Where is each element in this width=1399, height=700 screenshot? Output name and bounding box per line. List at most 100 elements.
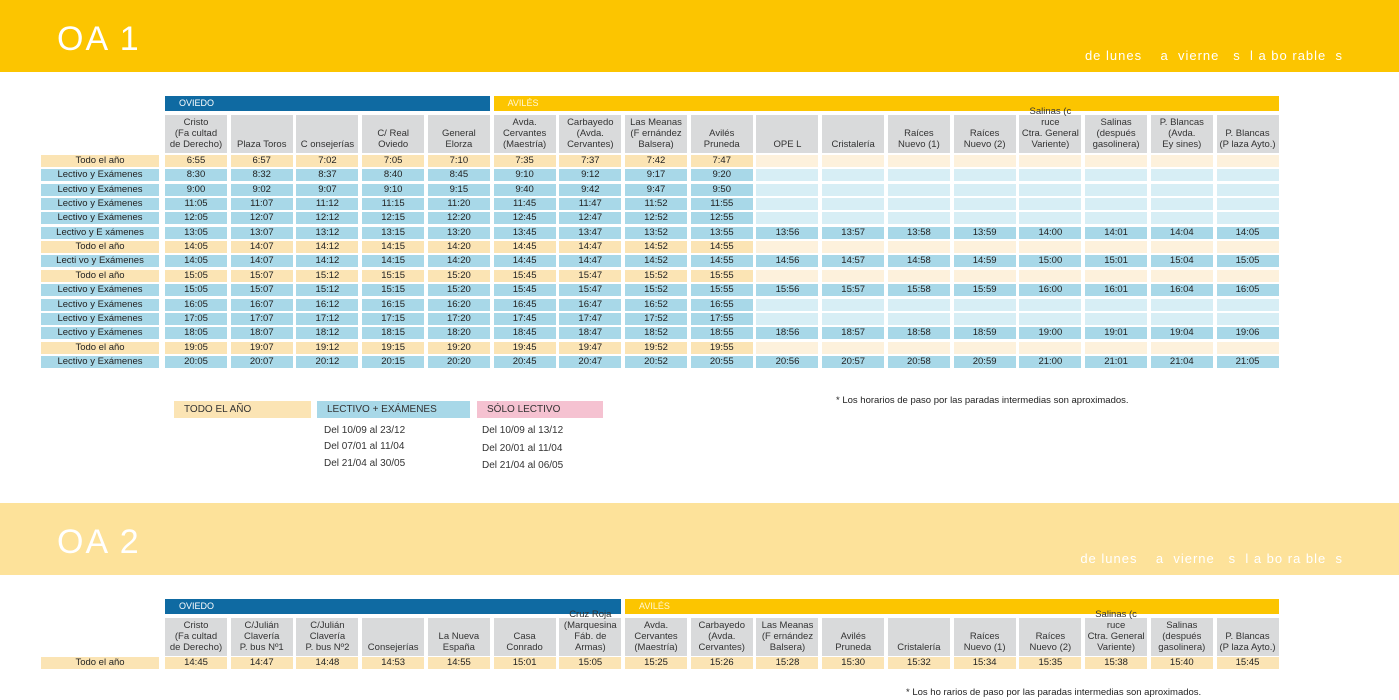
stop-header: Carbayedo (Avda. Cervantes) (690, 618, 753, 656)
lectivo-date-2: Del 07/01 al 11/04 (324, 441, 405, 452)
time-cell: 19:06 (1216, 327, 1279, 340)
time-cell: 14:04 (1150, 226, 1213, 239)
time-cell (1150, 298, 1213, 311)
time-cell: 21:00 (1019, 355, 1082, 368)
oa1-timetable: OVIEDO AVILÉS Cristo (Fa cultad de Derecho… (41, 96, 1279, 368)
time-cell (1150, 312, 1213, 325)
time-cell: 9:17 (625, 169, 688, 182)
time-cell: 12:20 (427, 212, 490, 225)
time-cell: 13:20 (427, 226, 490, 239)
time-cell: 11:07 (230, 198, 293, 211)
time-cell (1216, 198, 1279, 211)
time-cell: 13:47 (559, 226, 622, 239)
oa2-oviedo-header: OVIEDO (165, 599, 622, 614)
time-cell: 13:55 (690, 226, 753, 239)
time-cell: 16:04 (1150, 284, 1213, 297)
time-cell: 15:05 (165, 284, 227, 297)
time-cell (953, 341, 1016, 354)
time-cell (822, 155, 885, 167)
time-cell (1019, 169, 1082, 182)
time-cell: 20:47 (559, 355, 622, 368)
time-cell: 18:59 (953, 327, 1016, 340)
time-cell: 15:55 (690, 269, 753, 282)
time-cell: 15:05 (559, 657, 622, 669)
time-cell (887, 312, 950, 325)
time-cell: 14:48 (296, 657, 359, 669)
time-cell: 15:05 (165, 269, 227, 282)
time-cell: 20:15 (362, 355, 425, 368)
stop-header: Carbayedo (Avda. Cervantes) (559, 115, 622, 153)
time-cell: 16:07 (230, 298, 293, 311)
solo-date-3: Del 21/04 al 06/05 (482, 460, 564, 471)
time-cell: 14:12 (296, 241, 359, 254)
stop-header: C/Julián Clavería P. bus Nº2 (296, 618, 359, 656)
time-cell: 11:12 (296, 198, 359, 211)
time-cell: 16:12 (296, 298, 359, 311)
time-cell: 15:52 (625, 269, 688, 282)
time-cell (953, 269, 1016, 282)
time-cell: 18:12 (296, 327, 359, 340)
stop-header: General Elorza (427, 115, 490, 153)
time-cell (1019, 269, 1082, 282)
time-cell (1150, 269, 1213, 282)
stop-header: Raíces Nuevo (1) (953, 618, 1016, 656)
time-cell: 8:45 (427, 169, 490, 182)
time-cell: 14:20 (427, 255, 490, 268)
stop-header: C/Julián Clavería P. bus Nº1 (230, 618, 293, 656)
time-cell: 14:52 (625, 241, 688, 254)
time-cell: 15:47 (559, 284, 622, 297)
time-cell (887, 341, 950, 354)
time-cell: 15:15 (362, 284, 425, 297)
time-cell: 14:47 (559, 241, 622, 254)
time-cell: 20:45 (493, 355, 556, 368)
time-cell (1085, 241, 1148, 254)
time-cell (822, 241, 885, 254)
time-cell: 15:01 (1085, 255, 1148, 268)
stop-header: Las Meanas (F ernández Balsera) (756, 618, 819, 656)
time-cell: 12:45 (493, 212, 556, 225)
time-cell (822, 198, 885, 211)
oa1-band: OA 1 de lunes a vierne s l a bo rable s (0, 0, 1399, 72)
time-cell: 20:52 (625, 355, 688, 368)
time-cell: 6:55 (165, 155, 227, 167)
time-cell: 9:20 (690, 169, 753, 182)
time-cell: 11:45 (493, 198, 556, 211)
time-cell: 21:01 (1085, 355, 1148, 368)
time-cell: 6:57 (230, 155, 293, 167)
time-cell: 16:00 (1019, 284, 1082, 297)
row-label: Todo el año (41, 269, 159, 282)
time-cell: 21:05 (1216, 355, 1279, 368)
time-cell (1216, 183, 1279, 196)
time-cell: 14:01 (1085, 226, 1148, 239)
row-label: Lectivo y Exámenes (41, 355, 159, 368)
time-cell: 15:25 (625, 657, 688, 669)
time-cell: 20:12 (296, 355, 359, 368)
time-cell: 15:12 (296, 284, 359, 297)
time-cell: 17:45 (493, 312, 556, 325)
stop-header: Plaza Toros (230, 115, 293, 153)
time-cell: 17:05 (165, 312, 227, 325)
row-label: Todo el año (41, 241, 159, 254)
lectivo-date-1: Del 10/09 al 23/12 (324, 425, 406, 436)
time-cell (1150, 198, 1213, 211)
time-cell: 14:20 (427, 241, 490, 254)
time-cell: 14:45 (165, 657, 227, 669)
oa1-oviedo-header: OVIEDO (165, 96, 490, 111)
stop-header: Cristalería (887, 618, 950, 656)
time-cell: 15:07 (230, 284, 293, 297)
time-cell: 18:15 (362, 327, 425, 340)
time-cell: 11:52 (625, 198, 688, 211)
time-cell: 12:05 (165, 212, 227, 225)
time-cell (1216, 212, 1279, 225)
row-label: Todo el año (41, 657, 159, 669)
time-cell: 21:04 (1150, 355, 1213, 368)
row-label: Todo el año (41, 155, 159, 167)
time-cell: 19:20 (427, 341, 490, 354)
oa2-aviles-header: AVILÉS (625, 599, 1279, 614)
time-cell: 18:57 (822, 327, 885, 340)
time-cell: 14:15 (362, 241, 425, 254)
time-cell: 18:56 (756, 327, 819, 340)
time-cell: 19:52 (625, 341, 688, 354)
time-cell: 14:15 (362, 255, 425, 268)
